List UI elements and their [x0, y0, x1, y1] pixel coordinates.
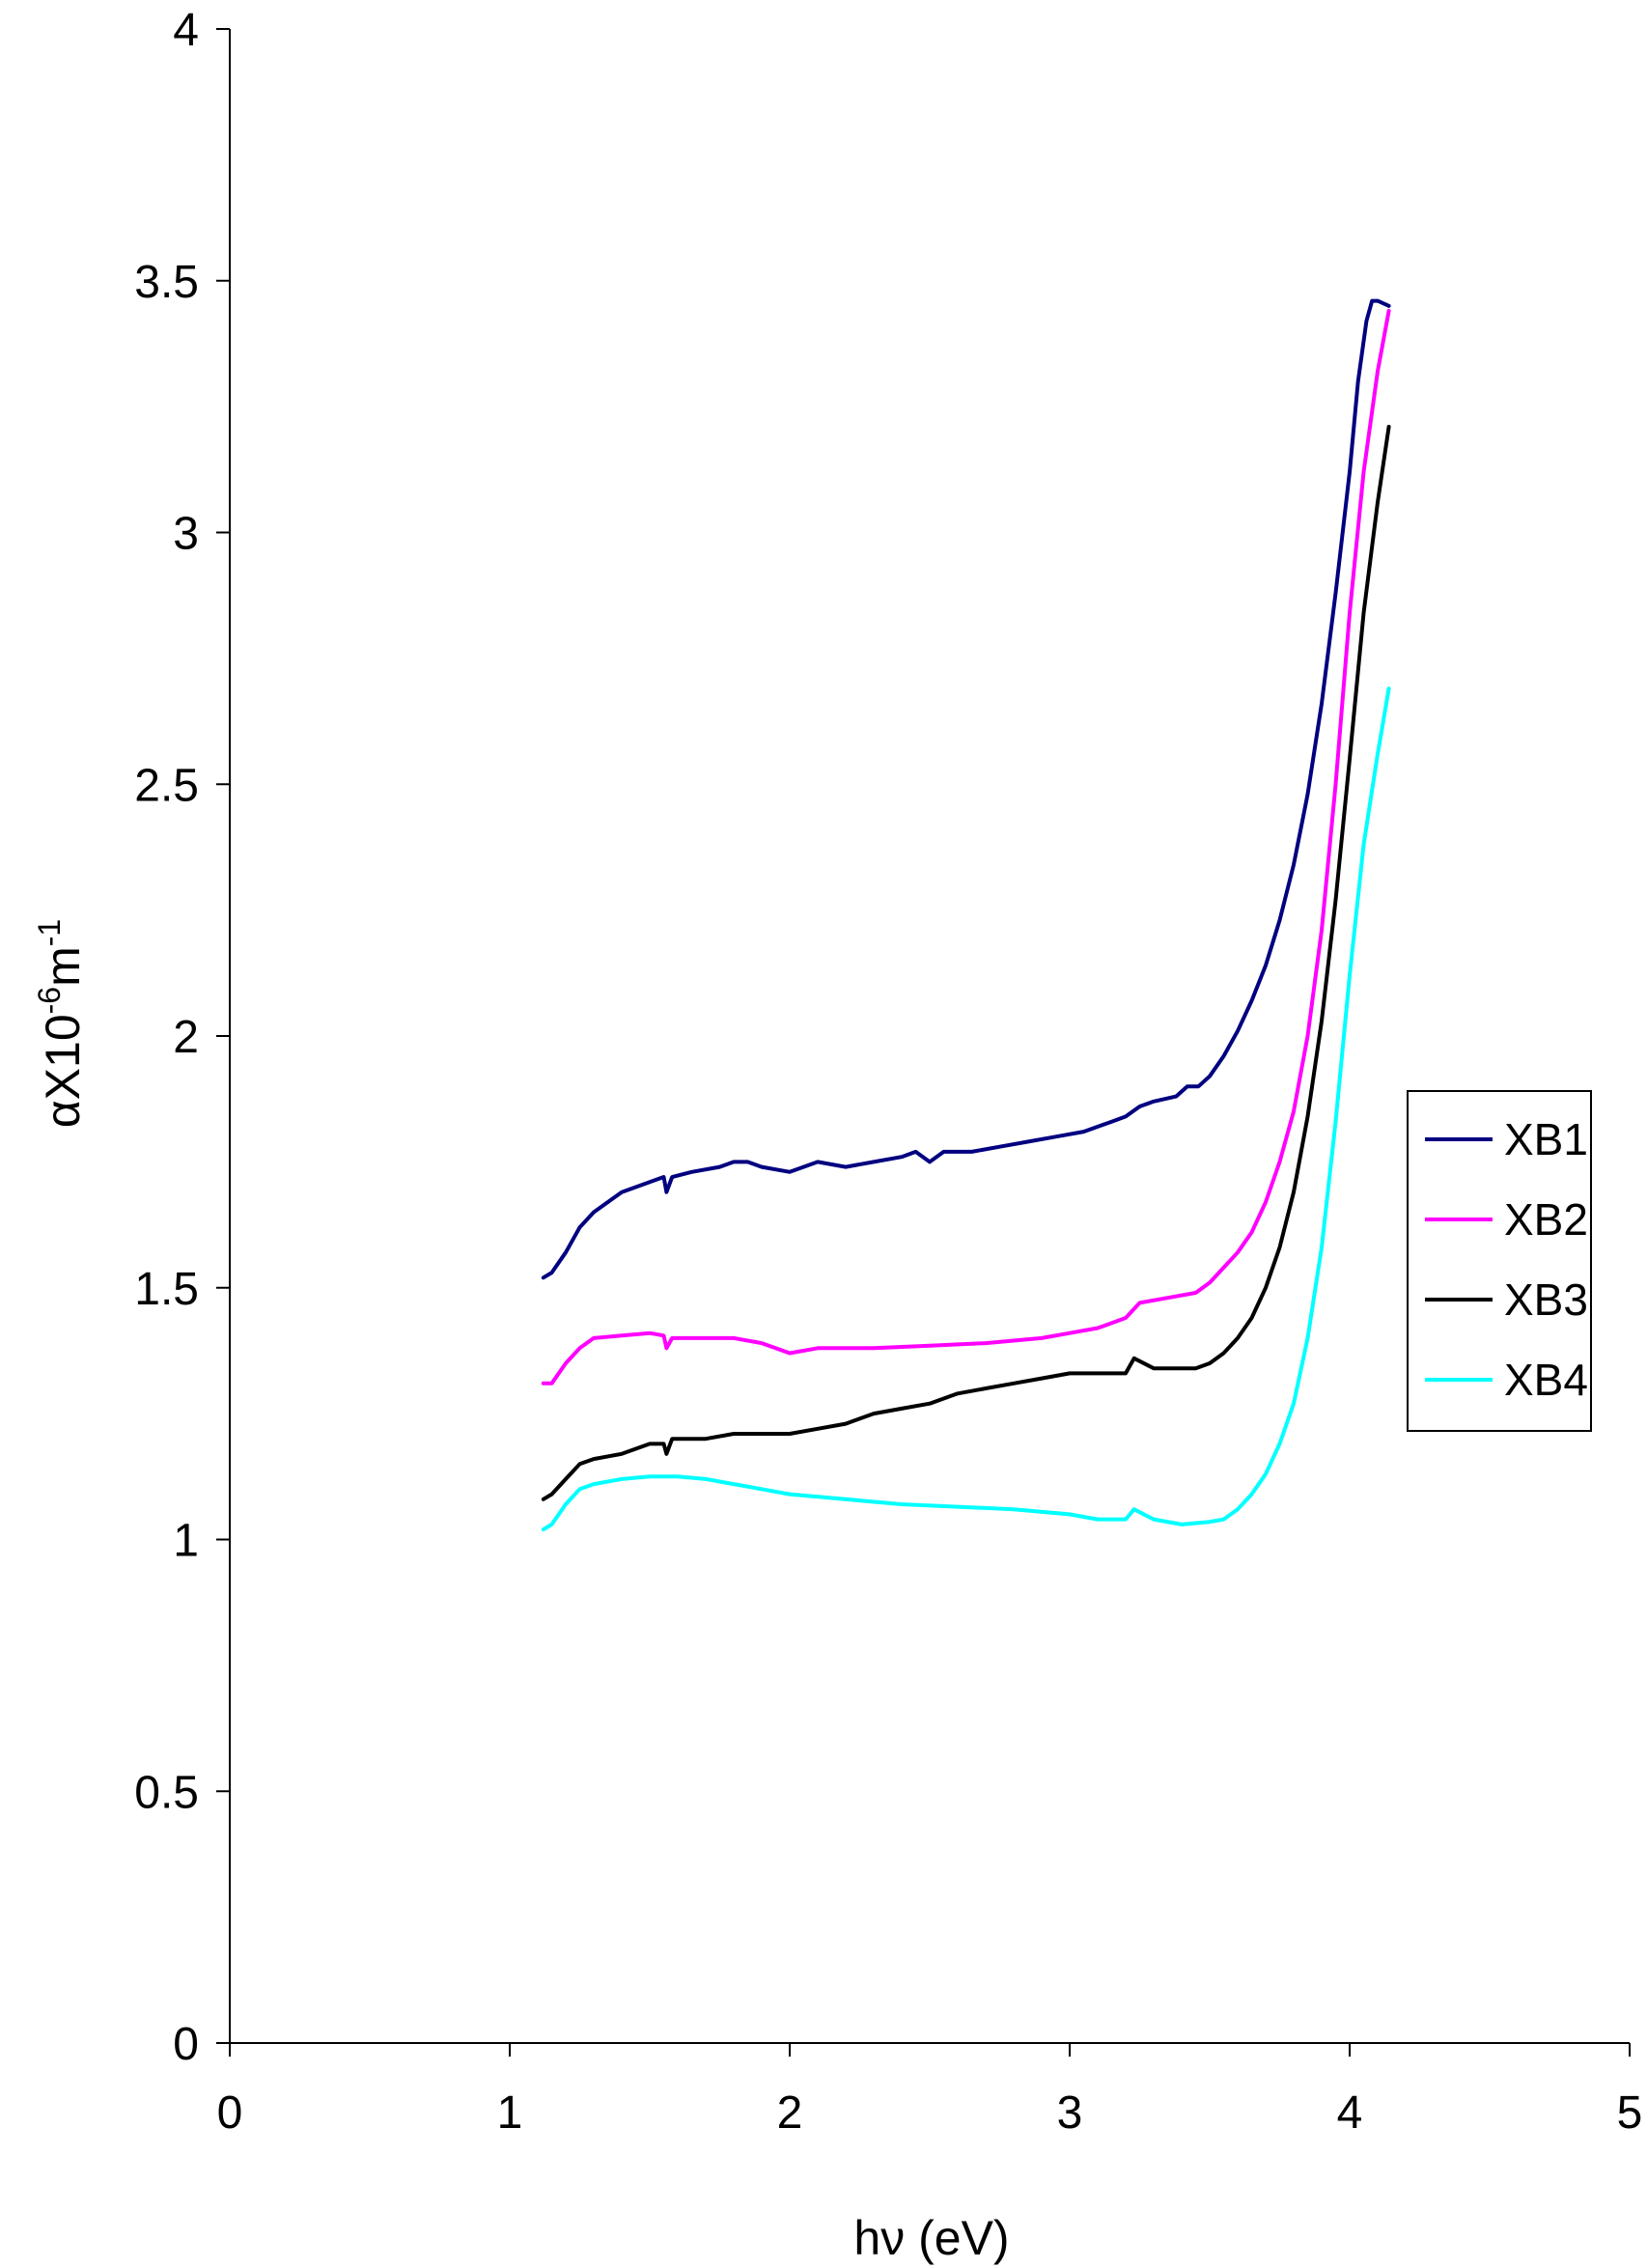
series-line-xb2	[541, 309, 1391, 1386]
y-axis-title: αX10-6m-1	[32, 919, 90, 1128]
y-tick-label: 2	[173, 1012, 199, 1063]
series-line-xb1	[541, 298, 1391, 1280]
series-line-xb3	[541, 425, 1391, 1501]
x-tick-label: 5	[1617, 2087, 1643, 2139]
y-tick-label: 0.5	[134, 1767, 199, 1818]
x-tick-label: 1	[497, 2087, 523, 2139]
series-line-xb4	[541, 686, 1391, 1532]
legend-label-xb4: XB4	[1504, 1355, 1588, 1405]
legend-box	[1407, 1090, 1592, 1432]
x-axis-title: hν (eV)	[853, 2211, 1009, 2265]
y-axis-title-exp2: -1	[32, 919, 67, 946]
y-tick-label: 3.5	[134, 257, 199, 308]
axes: 0 0.5 1 1.5 2 2.5 3 3.5 4 0 1 2 3 4 5	[134, 5, 1642, 2139]
y-axis-title-mid: m	[36, 946, 90, 987]
y-tick-label: 2.5	[134, 760, 199, 811]
x-tick-label: 0	[217, 2087, 243, 2139]
legend-label-xb3: XB3	[1504, 1274, 1588, 1325]
x-tick-label: 2	[777, 2087, 803, 2139]
y-tick-label: 1	[173, 1516, 199, 1567]
y-axis-title-base: αX10	[36, 1014, 90, 1128]
legend: XB1 XB2 XB3 XB4	[1407, 1090, 1592, 1432]
y-tick-label: 4	[173, 5, 199, 56]
y-tick-label: 3	[173, 509, 199, 560]
legend-label-xb1: XB1	[1504, 1114, 1588, 1164]
y-axis-title-exp1: -6	[32, 987, 67, 1014]
y-tick-label: 0	[173, 2019, 199, 2070]
x-tick-label: 3	[1057, 2087, 1083, 2139]
x-tick-label: 4	[1337, 2087, 1363, 2139]
series-layer	[541, 298, 1391, 1532]
legend-label-xb2: XB2	[1504, 1194, 1588, 1245]
y-tick-label: 1.5	[134, 1264, 199, 1315]
